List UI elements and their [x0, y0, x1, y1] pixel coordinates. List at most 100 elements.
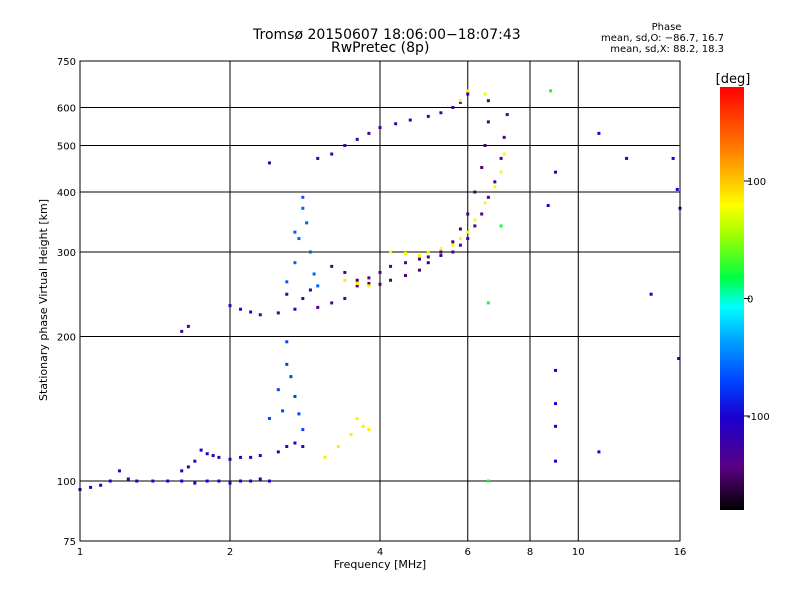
- data-point: [378, 126, 382, 130]
- data-point: [403, 261, 407, 265]
- data-point: [308, 288, 312, 292]
- data-point: [217, 455, 221, 459]
- x-tick-label: 4: [377, 547, 383, 558]
- data-point: [297, 412, 301, 416]
- data-point: [151, 479, 155, 483]
- data-point: [301, 206, 305, 210]
- data-point: [403, 274, 407, 278]
- data-point: [367, 428, 371, 432]
- y-tick-label: 750: [57, 57, 76, 68]
- data-point: [301, 297, 305, 301]
- data-point: [108, 479, 112, 483]
- data-point: [473, 224, 477, 228]
- data-point: [553, 402, 557, 406]
- x-tick-label: 16: [674, 547, 687, 558]
- data-point: [378, 270, 382, 274]
- data-point: [180, 479, 184, 483]
- data-point: [426, 114, 430, 118]
- data-point: [293, 395, 297, 399]
- data-point: [499, 224, 503, 228]
- data-point: [499, 170, 503, 174]
- data-point: [293, 441, 297, 445]
- data-point: [193, 459, 197, 463]
- data-point: [466, 230, 470, 234]
- data-point: [293, 307, 297, 311]
- data-point: [426, 261, 430, 265]
- data-point: [308, 250, 312, 254]
- data-point: [355, 416, 359, 420]
- data-point: [466, 212, 470, 216]
- data-point: [597, 450, 601, 454]
- data-point: [228, 304, 232, 308]
- colorbar: [720, 87, 744, 510]
- data-point: [205, 479, 209, 483]
- data-point: [316, 156, 320, 160]
- colorbar-tick-label: -100: [747, 412, 770, 423]
- data-point: [293, 261, 297, 265]
- data-point: [473, 218, 477, 222]
- data-point: [597, 131, 601, 135]
- data-point: [285, 445, 289, 449]
- data-point: [505, 113, 509, 117]
- data-point: [473, 190, 477, 194]
- data-point: [355, 284, 359, 288]
- data-point: [285, 362, 289, 366]
- data-point: [135, 479, 139, 483]
- data-point: [389, 278, 393, 282]
- data-point: [466, 237, 470, 241]
- x-axis-label: Frequency [MHz]: [334, 558, 426, 571]
- data-point: [451, 243, 455, 247]
- data-point: [389, 264, 393, 268]
- data-point: [281, 409, 285, 413]
- colorbar-tick-label: 0: [747, 295, 753, 306]
- chart-title: Tromsø 20150607 18:06:00−18:07:43: [253, 27, 521, 43]
- data-point: [89, 485, 93, 489]
- data-point: [480, 212, 484, 216]
- data-point: [493, 180, 497, 184]
- data-point: [417, 254, 421, 258]
- data-point: [493, 185, 497, 189]
- data-point: [249, 479, 253, 483]
- y-tick-label: 75: [63, 537, 76, 548]
- colorbar-ticks: 100 0 -100: [744, 177, 770, 423]
- data-point: [389, 250, 393, 254]
- data-point: [677, 356, 681, 360]
- data-point: [199, 448, 203, 452]
- data-point: [285, 340, 289, 344]
- data-point: [205, 452, 209, 456]
- data-point: [483, 144, 487, 148]
- colorbar-tick-label: 100: [747, 177, 766, 188]
- data-point: [466, 89, 470, 93]
- y-tick-label: 100: [57, 477, 76, 488]
- grid-lines: [80, 61, 680, 541]
- data-point: [276, 388, 280, 392]
- data-point: [211, 454, 215, 458]
- data-point: [417, 268, 421, 272]
- data-point: [451, 250, 455, 254]
- data-point: [553, 368, 557, 372]
- data-point: [305, 221, 309, 225]
- x-tick-label: 2: [227, 547, 233, 558]
- data-point: [336, 445, 340, 449]
- x-tick-label: 10: [572, 547, 585, 558]
- plot-frame: [79, 60, 681, 542]
- data-point: [458, 243, 462, 247]
- data-point: [343, 297, 347, 301]
- data-point: [239, 479, 243, 483]
- data-point: [312, 272, 316, 276]
- chart-subtitle: RwPretec (8p): [331, 40, 430, 56]
- data-point: [367, 281, 371, 285]
- data-point: [267, 416, 271, 420]
- data-point: [451, 106, 455, 110]
- y-tick-label: 400: [57, 188, 76, 199]
- data-point: [553, 459, 557, 463]
- data-point: [180, 469, 184, 473]
- x-axis-ticks: 1 2 4 6 8 10 16: [77, 547, 687, 558]
- data-point: [301, 445, 305, 449]
- data-point: [361, 424, 365, 428]
- data-point: [367, 284, 371, 288]
- data-point: [239, 307, 243, 311]
- data-point: [355, 281, 359, 285]
- data-point: [483, 92, 487, 96]
